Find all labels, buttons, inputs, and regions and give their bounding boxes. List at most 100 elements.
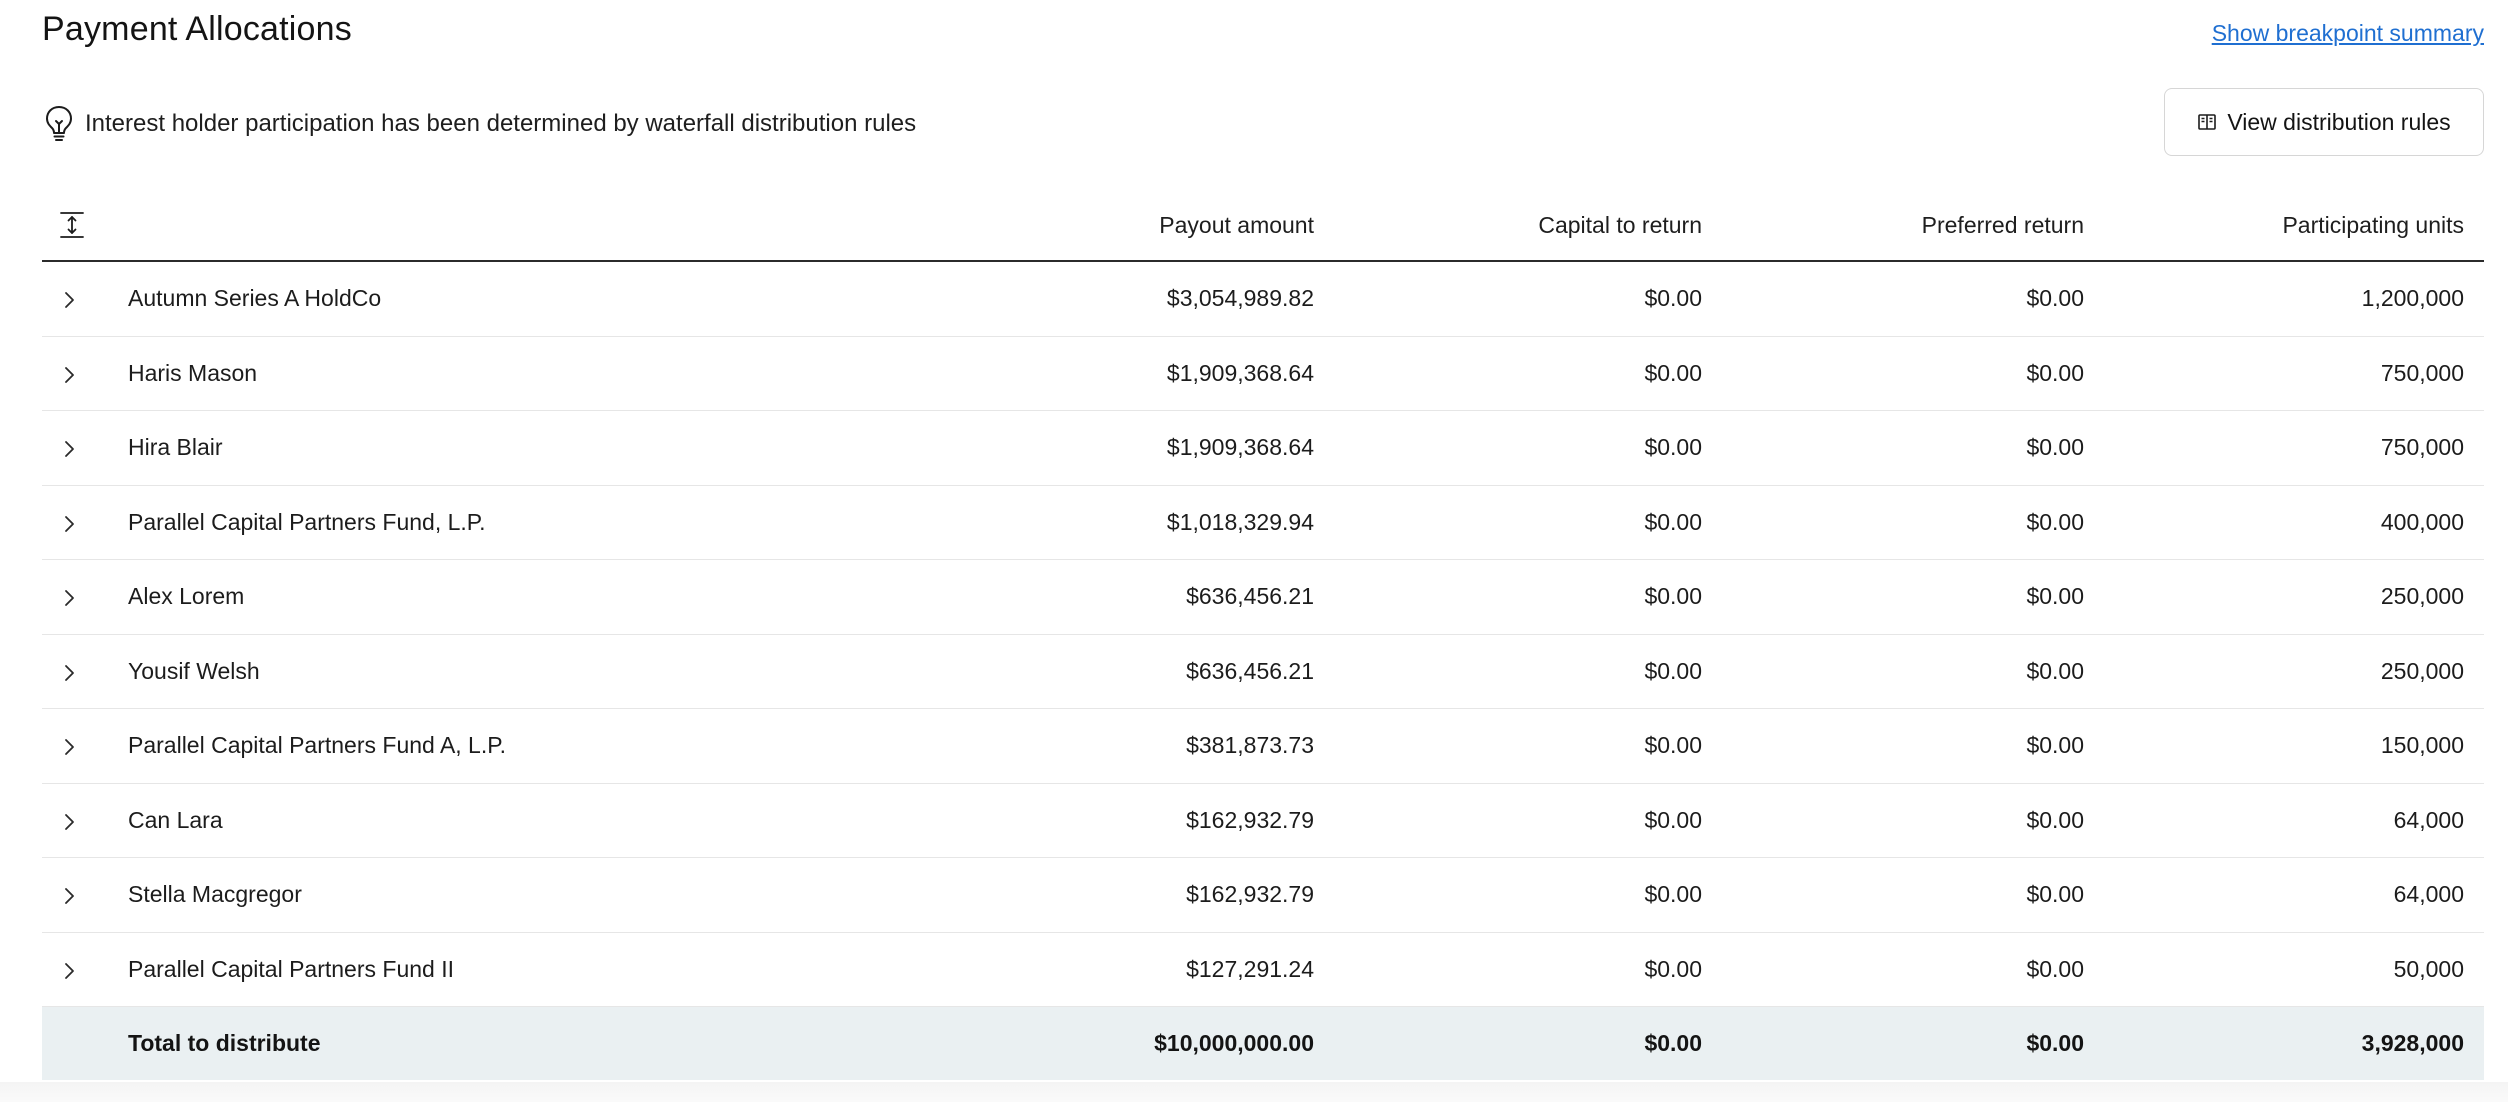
table-row[interactable]: Alex Lorem $636,456.21 $0.00 $0.00 250,000	[42, 559, 2484, 635]
preferred-return: $0.00	[1702, 634, 2084, 709]
table-row[interactable]: Parallel Capital Partners Fund II $127,29…	[42, 932, 2484, 1007]
payout-amount: $1,909,368.64	[728, 336, 1314, 411]
row-expand-toggle[interactable]	[42, 708, 128, 784]
holder-name: Hira Blair	[128, 410, 728, 486]
name-column-header	[128, 190, 728, 262]
payout-amount: $127,291.24	[728, 932, 1314, 1007]
chevron-right-icon[interactable]	[58, 289, 80, 311]
preferred-return: $0.00	[1702, 857, 2084, 933]
lightbulb-icon	[46, 106, 72, 141]
payout-amount: $381,873.73	[728, 708, 1314, 784]
row-expand-toggle[interactable]	[42, 634, 128, 709]
total-row-spacer	[42, 1006, 128, 1080]
row-expand-toggle[interactable]	[42, 783, 128, 858]
chevron-right-icon[interactable]	[58, 587, 80, 609]
preferred-column-header[interactable]: Preferred return	[1702, 190, 2084, 262]
chevron-right-icon[interactable]	[58, 960, 80, 982]
chevron-right-icon[interactable]	[58, 885, 80, 907]
payout-amount: $162,932.79	[728, 857, 1314, 933]
holder-name: Yousif Welsh	[128, 634, 728, 709]
preferred-return: $0.00	[1702, 559, 2084, 635]
allocations-table-container: Payout amount Capital to return Preferre…	[42, 190, 2484, 1080]
holder-name: Parallel Capital Partners Fund II	[128, 932, 728, 1007]
capital-to-return: $0.00	[1314, 932, 1702, 1007]
preferred-return: $0.00	[1702, 783, 2084, 858]
page-header: Payment Allocations Show breakpoint summ…	[42, 0, 2484, 70]
table-row[interactable]: Haris Mason $1,909,368.64 $0.00 $0.00 750,00…	[42, 336, 2484, 411]
row-expand-toggle[interactable]	[42, 857, 128, 933]
participating-units: 750,000	[2084, 336, 2484, 411]
payout-amount: $1,909,368.64	[728, 410, 1314, 486]
capital-to-return: $0.00	[1314, 261, 1702, 337]
participating-units: 64,000	[2084, 857, 2484, 933]
expand-all-header[interactable]	[42, 190, 128, 262]
row-expand-toggle[interactable]	[42, 932, 128, 1007]
preferred-return: $0.00	[1702, 336, 2084, 411]
total-units: 3,928,000	[2084, 1006, 2484, 1080]
row-expand-toggle[interactable]	[42, 261, 128, 337]
table-row[interactable]: Autumn Series A HoldCo $3,054,989.82 $0.00…	[42, 261, 2484, 337]
participating-units: 150,000	[2084, 708, 2484, 784]
row-expand-toggle[interactable]	[42, 410, 128, 486]
preferred-return: $0.00	[1702, 708, 2084, 784]
chevron-right-icon[interactable]	[58, 736, 80, 758]
capital-to-return: $0.00	[1314, 485, 1702, 560]
book-icon	[2198, 114, 2217, 130]
payout-amount: $3,054,989.82	[728, 261, 1314, 337]
capital-to-return: $0.00	[1314, 783, 1702, 858]
participating-units: 250,000	[2084, 559, 2484, 635]
chevron-right-icon[interactable]	[58, 438, 80, 460]
allocations-table: Payout amount Capital to return Preferre…	[42, 190, 2484, 1080]
capital-to-return: $0.00	[1314, 559, 1702, 635]
participating-units: 1,200,000	[2084, 261, 2484, 337]
view-distribution-rules-button[interactable]: View distribution rules	[2164, 88, 2484, 156]
capital-to-return: $0.00	[1314, 857, 1702, 933]
table-row[interactable]: Can Lara $162,932.79 $0.00 $0.00 64,000	[42, 783, 2484, 858]
table-row[interactable]: Yousif Welsh $636,456.21 $0.00 $0.00 250,000	[42, 634, 2484, 709]
preferred-return: $0.00	[1702, 485, 2084, 560]
capital-to-return: $0.00	[1314, 410, 1702, 486]
chevron-right-icon[interactable]	[58, 811, 80, 833]
chevron-right-icon[interactable]	[58, 662, 80, 684]
total-capital: $0.00	[1314, 1006, 1702, 1080]
payout-amount: $162,932.79	[728, 783, 1314, 858]
row-expand-toggle[interactable]	[42, 485, 128, 560]
capital-to-return: $0.00	[1314, 708, 1702, 784]
holder-name: Alex Lorem	[128, 559, 728, 635]
chevron-right-icon[interactable]	[58, 364, 80, 386]
payout-column-header[interactable]: Payout amount	[728, 190, 1314, 262]
table-row[interactable]: Stella Macgregor $162,932.79 $0.00 $0.00 64,…	[42, 857, 2484, 933]
preferred-return: $0.00	[1702, 410, 2084, 486]
view-distribution-rules-label: View distribution rules	[2227, 108, 2451, 135]
table-header-row: Payout amount Capital to return Preferre…	[42, 190, 2484, 262]
page-title: Payment Allocations	[42, 10, 352, 48]
row-expand-toggle[interactable]	[42, 336, 128, 411]
participating-units: 400,000	[2084, 485, 2484, 560]
payout-amount: $1,018,329.94	[728, 485, 1314, 560]
participating-units: 64,000	[2084, 783, 2484, 858]
holder-name: Stella Macgregor	[128, 857, 728, 933]
expand-collapse-all-icon[interactable]	[58, 210, 86, 240]
info-banner: Interest holder participation has been d…	[42, 88, 2484, 160]
payout-amount: $636,456.21	[728, 634, 1314, 709]
row-expand-toggle[interactable]	[42, 559, 128, 635]
holder-name: Parallel Capital Partners Fund, L.P.	[128, 485, 728, 560]
table-row[interactable]: Parallel Capital Partners Fund A, L.P. $3…	[42, 708, 2484, 784]
holder-name: Can Lara	[128, 783, 728, 858]
units-column-header[interactable]: Participating units	[2084, 190, 2484, 262]
info-text: Interest holder participation has been d…	[85, 110, 917, 137]
payout-amount: $636,456.21	[728, 559, 1314, 635]
table-row[interactable]: Parallel Capital Partners Fund, L.P. $1,0…	[42, 485, 2484, 560]
chevron-right-icon[interactable]	[58, 513, 80, 535]
capital-to-return: $0.00	[1314, 634, 1702, 709]
holder-name: Haris Mason	[128, 336, 728, 411]
total-preferred: $0.00	[1702, 1006, 2084, 1080]
capital-column-header[interactable]: Capital to return	[1314, 190, 1702, 262]
preferred-return: $0.00	[1702, 261, 2084, 337]
table-body: Autumn Series A HoldCo $3,054,989.82 $0.00…	[42, 261, 2484, 1080]
table-row[interactable]: Hira Blair $1,909,368.64 $0.00 $0.00 750,000	[42, 410, 2484, 486]
bottom-edge	[0, 1082, 2508, 1102]
participating-units: 50,000	[2084, 932, 2484, 1007]
show-breakpoint-summary-link[interactable]: Show breakpoint summary	[2211, 20, 2484, 46]
